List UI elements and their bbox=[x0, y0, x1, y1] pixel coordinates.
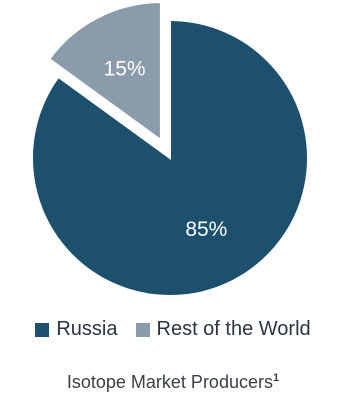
pie-chart: 85% 15% bbox=[31, 1, 309, 297]
pie-slices bbox=[31, 1, 309, 297]
pie-label-rest-of-the-world: 15% bbox=[104, 57, 146, 80]
chart-title-text: Isotope Market Producers bbox=[66, 372, 273, 392]
legend-item-russia: Russia bbox=[35, 318, 118, 341]
legend-swatch-russia bbox=[35, 322, 50, 337]
legend-label-russia: Russia bbox=[56, 318, 118, 340]
pie-slice-rest-of-the-world bbox=[47, 1, 162, 143]
legend-label-rest-of-world: Rest of the World bbox=[156, 318, 311, 340]
pie-labels: 85% 15% bbox=[104, 57, 228, 240]
legend: Russia Rest of the World bbox=[0, 318, 346, 341]
pie-label-russia: 85% bbox=[185, 218, 227, 241]
legend-swatch-rest-of-world bbox=[135, 322, 150, 337]
chart-title-footnote: 1 bbox=[272, 372, 280, 384]
legend-item-rest-of-world: Rest of the World bbox=[135, 318, 311, 341]
chart-title: Isotope Market Producers1 bbox=[0, 372, 346, 393]
pie-slice-russia bbox=[31, 18, 309, 297]
